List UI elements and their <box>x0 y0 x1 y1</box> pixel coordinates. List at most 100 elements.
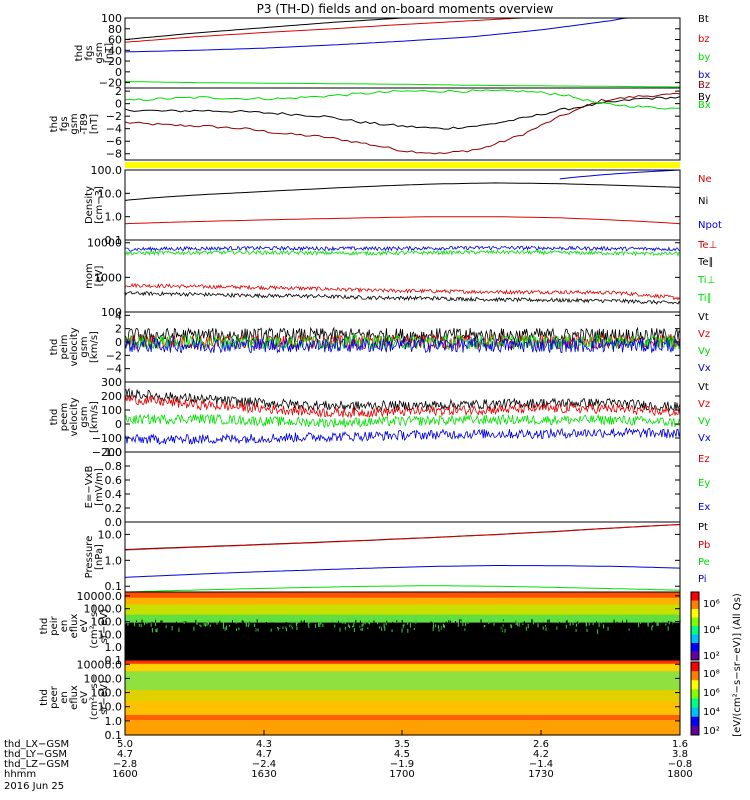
heatmap-speckle <box>443 623 445 628</box>
y-tick-label: 1.0 <box>105 715 123 728</box>
heatmap-speckle <box>577 622 579 624</box>
heatmap-speckle <box>247 624 249 628</box>
heatmap-speckle <box>360 624 362 627</box>
colorbar-segment <box>691 637 699 641</box>
y-tick-label: −4 <box>106 363 122 376</box>
heatmap-speckle <box>336 620 338 623</box>
colorbar-segment <box>691 720 699 723</box>
heatmap-speckle <box>565 624 567 629</box>
heatmap-band <box>125 711 680 714</box>
heatmap-speckle <box>624 629 626 632</box>
heatmap-band <box>125 613 680 616</box>
colorbar-segment <box>691 658 699 661</box>
heatmap-speckle <box>438 625 440 629</box>
heatmap-speckle <box>613 619 615 624</box>
heatmap-speckle <box>362 622 364 626</box>
heatmap-band <box>125 594 680 596</box>
heatmap-speckle <box>422 628 424 630</box>
colorbar-segment <box>691 671 699 674</box>
heatmap-band <box>125 672 680 675</box>
heatmap-speckle <box>171 625 173 631</box>
heatmap-speckle <box>618 623 620 626</box>
series-temperature-Te∥ <box>124 290 681 305</box>
heatmap-band <box>125 606 680 609</box>
heatmap-band <box>125 618 680 620</box>
heatmap-speckle <box>308 625 310 629</box>
heatmap-speckle <box>367 619 369 624</box>
heatmap-speckle <box>439 624 441 628</box>
y-tick-label: 10.0 <box>98 187 123 200</box>
heatmap-speckle <box>394 626 396 630</box>
heatmap-speckle <box>592 622 594 626</box>
heatmap-speckle <box>224 627 226 631</box>
heatmap-speckle <box>432 627 434 632</box>
colorbar-segment <box>691 722 699 725</box>
y-tick-label: 0.2 <box>105 502 123 515</box>
heatmap-speckle <box>411 629 413 633</box>
y-tick-label: 10000 <box>87 237 122 250</box>
heatmap-speckle <box>413 628 415 631</box>
heatmap-band <box>125 655 680 658</box>
heatmap-speckle <box>445 621 447 625</box>
heatmap-band <box>125 643 680 645</box>
y-tick-label: −100 <box>92 432 122 445</box>
y-axis-label: eV <box>79 619 90 632</box>
heatmap-band <box>125 718 680 721</box>
heatmap-speckle <box>605 619 607 623</box>
colorbar-segment <box>691 651 699 654</box>
heatmap-band <box>125 632 680 635</box>
heatmap-speckle <box>391 629 393 632</box>
series-density-Ni <box>124 182 681 201</box>
heatmap-speckle <box>162 622 164 626</box>
colorbar-segment <box>691 733 699 736</box>
heatmap-speckle <box>177 626 179 630</box>
heatmap-speckle <box>307 621 309 626</box>
heatmap-speckle <box>141 629 143 633</box>
heatmap-speckle <box>659 628 661 633</box>
heatmap-speckle <box>438 628 440 632</box>
heatmap-band <box>125 713 680 716</box>
heatmap-speckle <box>293 623 295 629</box>
colorbar-segment <box>691 648 699 651</box>
y-axis-label: velocity <box>69 397 80 436</box>
heatmap-band <box>125 682 680 685</box>
heatmap-speckle <box>379 623 381 626</box>
series-pressure-Pe <box>124 565 681 578</box>
heatmap-speckle <box>222 626 224 629</box>
colorbar-segment <box>691 641 699 644</box>
y-tick-label: −6 <box>106 135 122 148</box>
colorbar-segment <box>691 636 699 639</box>
heatmap-band <box>125 693 680 696</box>
heatmap-speckle <box>591 624 593 627</box>
heatmap-speckle <box>511 625 513 629</box>
colorbar-segment <box>691 598 699 601</box>
y-tick-label: 100.0 <box>91 616 123 629</box>
colorbar-segment <box>691 683 699 687</box>
heatmap-speckle <box>464 628 466 631</box>
heatmap-speckle <box>406 627 408 630</box>
colorbar-tick-label: 10⁶ <box>703 599 720 610</box>
heatmap-band <box>125 609 680 611</box>
heatmap-speckle <box>525 626 527 631</box>
panel-temperature: 10000 1000 100 mom [eV] Te⊥ Te∥ Ti⊥ Ti∥ <box>84 237 717 319</box>
heatmap-speckle <box>537 623 539 628</box>
heatmap-speckle <box>183 627 185 632</box>
heatmap-speckle <box>132 625 134 630</box>
heatmap-speckle <box>403 623 405 626</box>
footer-row-label: thd_LX−GSM <box>4 739 69 750</box>
heatmap-speckle <box>621 620 623 624</box>
footer-value: 5.0 <box>117 739 133 750</box>
legend-Bz: Bz <box>698 80 710 91</box>
legend-Vy: Vy <box>698 346 711 357</box>
heatmap-speckle <box>372 620 374 623</box>
y-axis-label: sr−eV) <box>99 609 110 644</box>
series-fgs_dB-By <box>124 96 681 130</box>
heatmap-speckle <box>184 625 186 629</box>
heatmap-speckle <box>500 626 502 630</box>
legend-Ti∥: Ti∥ <box>697 293 712 304</box>
heatmap-speckle <box>667 620 669 625</box>
y-axis-label: [mV/m] <box>94 468 105 506</box>
legend-Ez: Ez <box>698 454 710 465</box>
heatmap-band <box>125 645 680 647</box>
heatmap-speckle <box>543 627 545 631</box>
